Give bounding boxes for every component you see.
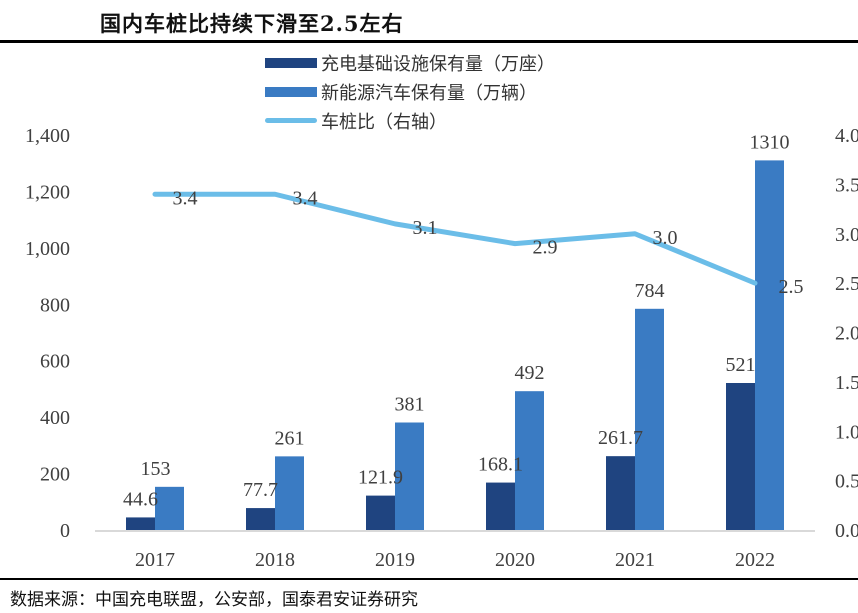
legend-swatch-ev (265, 86, 317, 97)
x-tick-label: 2020 (495, 549, 535, 571)
ratio-line (152, 191, 758, 286)
bar-charging (246, 508, 275, 530)
y-right-tick-label: 2.0 (835, 323, 858, 345)
bar-ev (755, 160, 784, 530)
bar-ev (395, 422, 424, 530)
y-right-tick-label: 3.5 (835, 174, 858, 196)
bar-ev (635, 308, 664, 530)
data-label-ev: 784 (635, 280, 665, 302)
bar-ev (275, 456, 304, 530)
data-label-ev: 492 (515, 362, 545, 384)
y-right-tick-label: 0.5 (835, 471, 858, 493)
legend-item-ev: 新能源汽车保有量（万辆） (265, 77, 555, 106)
legend-label-ev: 新能源汽车保有量（万辆） (321, 82, 537, 104)
x-tick-label: 2021 (615, 549, 655, 571)
bottom-rule (0, 578, 858, 580)
chart-area: 0 200 400 600 800 1,000 1,200 1,400 0.0 0.5 1.0 1.5… (25, 125, 858, 571)
y-left-tick-label: 600 (40, 351, 70, 373)
data-label-ratio: 2.5 (779, 276, 804, 298)
data-label-ratio: 3.4 (173, 187, 198, 209)
legend-label-ratio: 车桩比（右轴） (321, 111, 447, 133)
data-label-ratio: 3.4 (293, 187, 318, 209)
data-label-charging: 77.7 (243, 479, 278, 501)
x-tick-label: 2018 (255, 549, 295, 571)
y-left-tick-label: 400 (40, 407, 70, 429)
legend-swatch-charging (265, 57, 317, 68)
bar-charging (726, 383, 755, 530)
y-right-tick-label: 1.5 (835, 372, 858, 394)
y-left-tick-label: 1,000 (25, 238, 70, 260)
data-label-ev: 381 (395, 394, 425, 416)
data-label-ev: 261 (275, 427, 305, 449)
top-rule (0, 40, 858, 43)
y-right-tick-label: 1.0 (835, 421, 858, 443)
data-label-ev: 153 (141, 458, 171, 480)
bar-ev (515, 391, 544, 530)
data-label-ratio: 2.9 (533, 237, 558, 259)
x-tick-label: 2022 (735, 549, 775, 571)
y-right-tick-label: 3.0 (835, 224, 858, 246)
chart-title: 国内车桩比持续下滑至2.5左右 (100, 11, 404, 36)
source-note: 数据来源：中国充电联盟，公安部，国泰君安证券研究 (10, 590, 418, 610)
data-label-charging: 168.1 (478, 454, 523, 476)
y-left-tick-label: 0 (60, 520, 70, 542)
y-left-tick-label: 200 (40, 464, 70, 486)
x-tick-label: 2017 (135, 549, 175, 571)
bar-charging (486, 482, 515, 530)
y-left-tick-label: 1,200 (25, 181, 70, 203)
legend-item-charging: 充电基础设施保有量（万座） (265, 48, 555, 77)
bar-charging (606, 456, 635, 530)
data-label-ev: 1310 (750, 131, 790, 153)
y-left-tick-label: 800 (40, 294, 70, 316)
legend-item-ratio: 车桩比（右轴） (265, 106, 555, 135)
data-label-ratio: 3.0 (653, 227, 678, 249)
legend: 充电基础设施保有量（万座） 新能源汽车保有量（万辆） 车桩比（右轴） (265, 48, 555, 135)
y-left-tick-label: 1,400 (25, 125, 70, 147)
data-label-charging: 521 (726, 354, 756, 376)
x-tick-label: 2019 (375, 549, 415, 571)
y-right-tick-label: 2.5 (835, 273, 858, 295)
y-right-tick-label: 4.0 (835, 125, 858, 147)
bar-charging (126, 517, 155, 530)
y-right-tick-label: 0.0 (835, 520, 858, 542)
bar-charging (366, 495, 395, 530)
legend-label-charging: 充电基础设施保有量（万座） (321, 53, 555, 75)
data-label-charging: 121.9 (358, 467, 403, 489)
data-label-charging: 261.7 (598, 427, 643, 449)
data-label-ratio: 3.1 (413, 217, 438, 239)
data-label-charging: 44.6 (123, 488, 158, 510)
bar-ev (155, 486, 184, 530)
legend-swatch-ratio (265, 118, 317, 123)
